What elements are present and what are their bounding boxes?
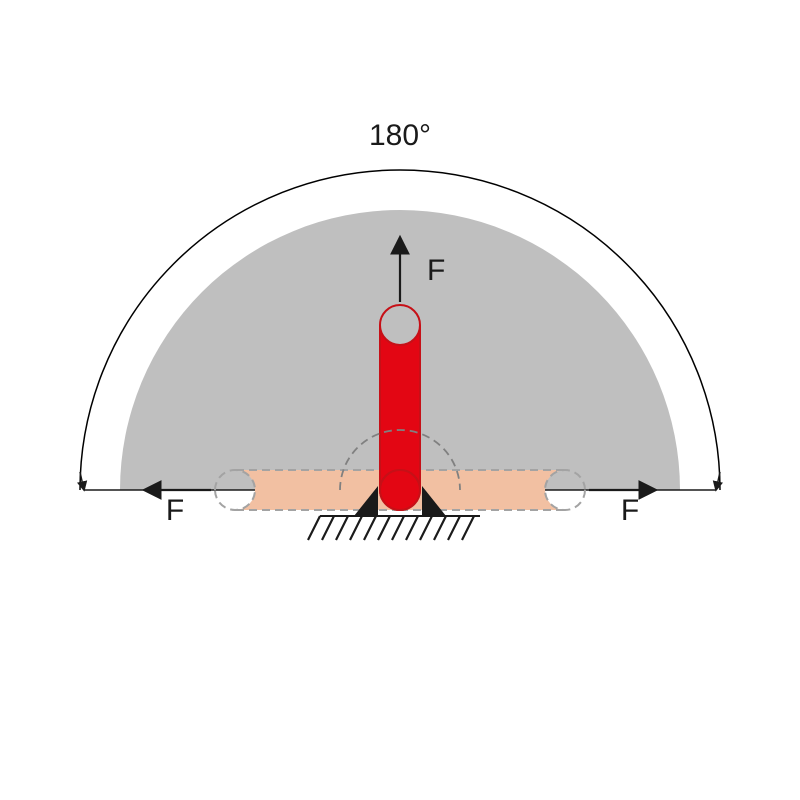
force-label-left: F [166,494,184,527]
angle-label: 180° [369,119,431,152]
hatch-line [406,516,418,540]
force-swing-diagram: 180° F F F [0,0,800,800]
hatch-line [434,516,446,540]
hatch-line [378,516,390,540]
force-label-top: F [427,254,445,287]
force-label-right: F [621,494,639,527]
hatch-line [336,516,348,540]
pivot-pin [380,470,420,510]
hatch-line [364,516,376,540]
hatch-line [350,516,362,540]
hatch-line [322,516,334,540]
hatch-line [392,516,404,540]
hatch-line [420,516,432,540]
hatch-line [448,516,460,540]
hatch-line [308,516,320,540]
hatch-line [462,516,474,540]
